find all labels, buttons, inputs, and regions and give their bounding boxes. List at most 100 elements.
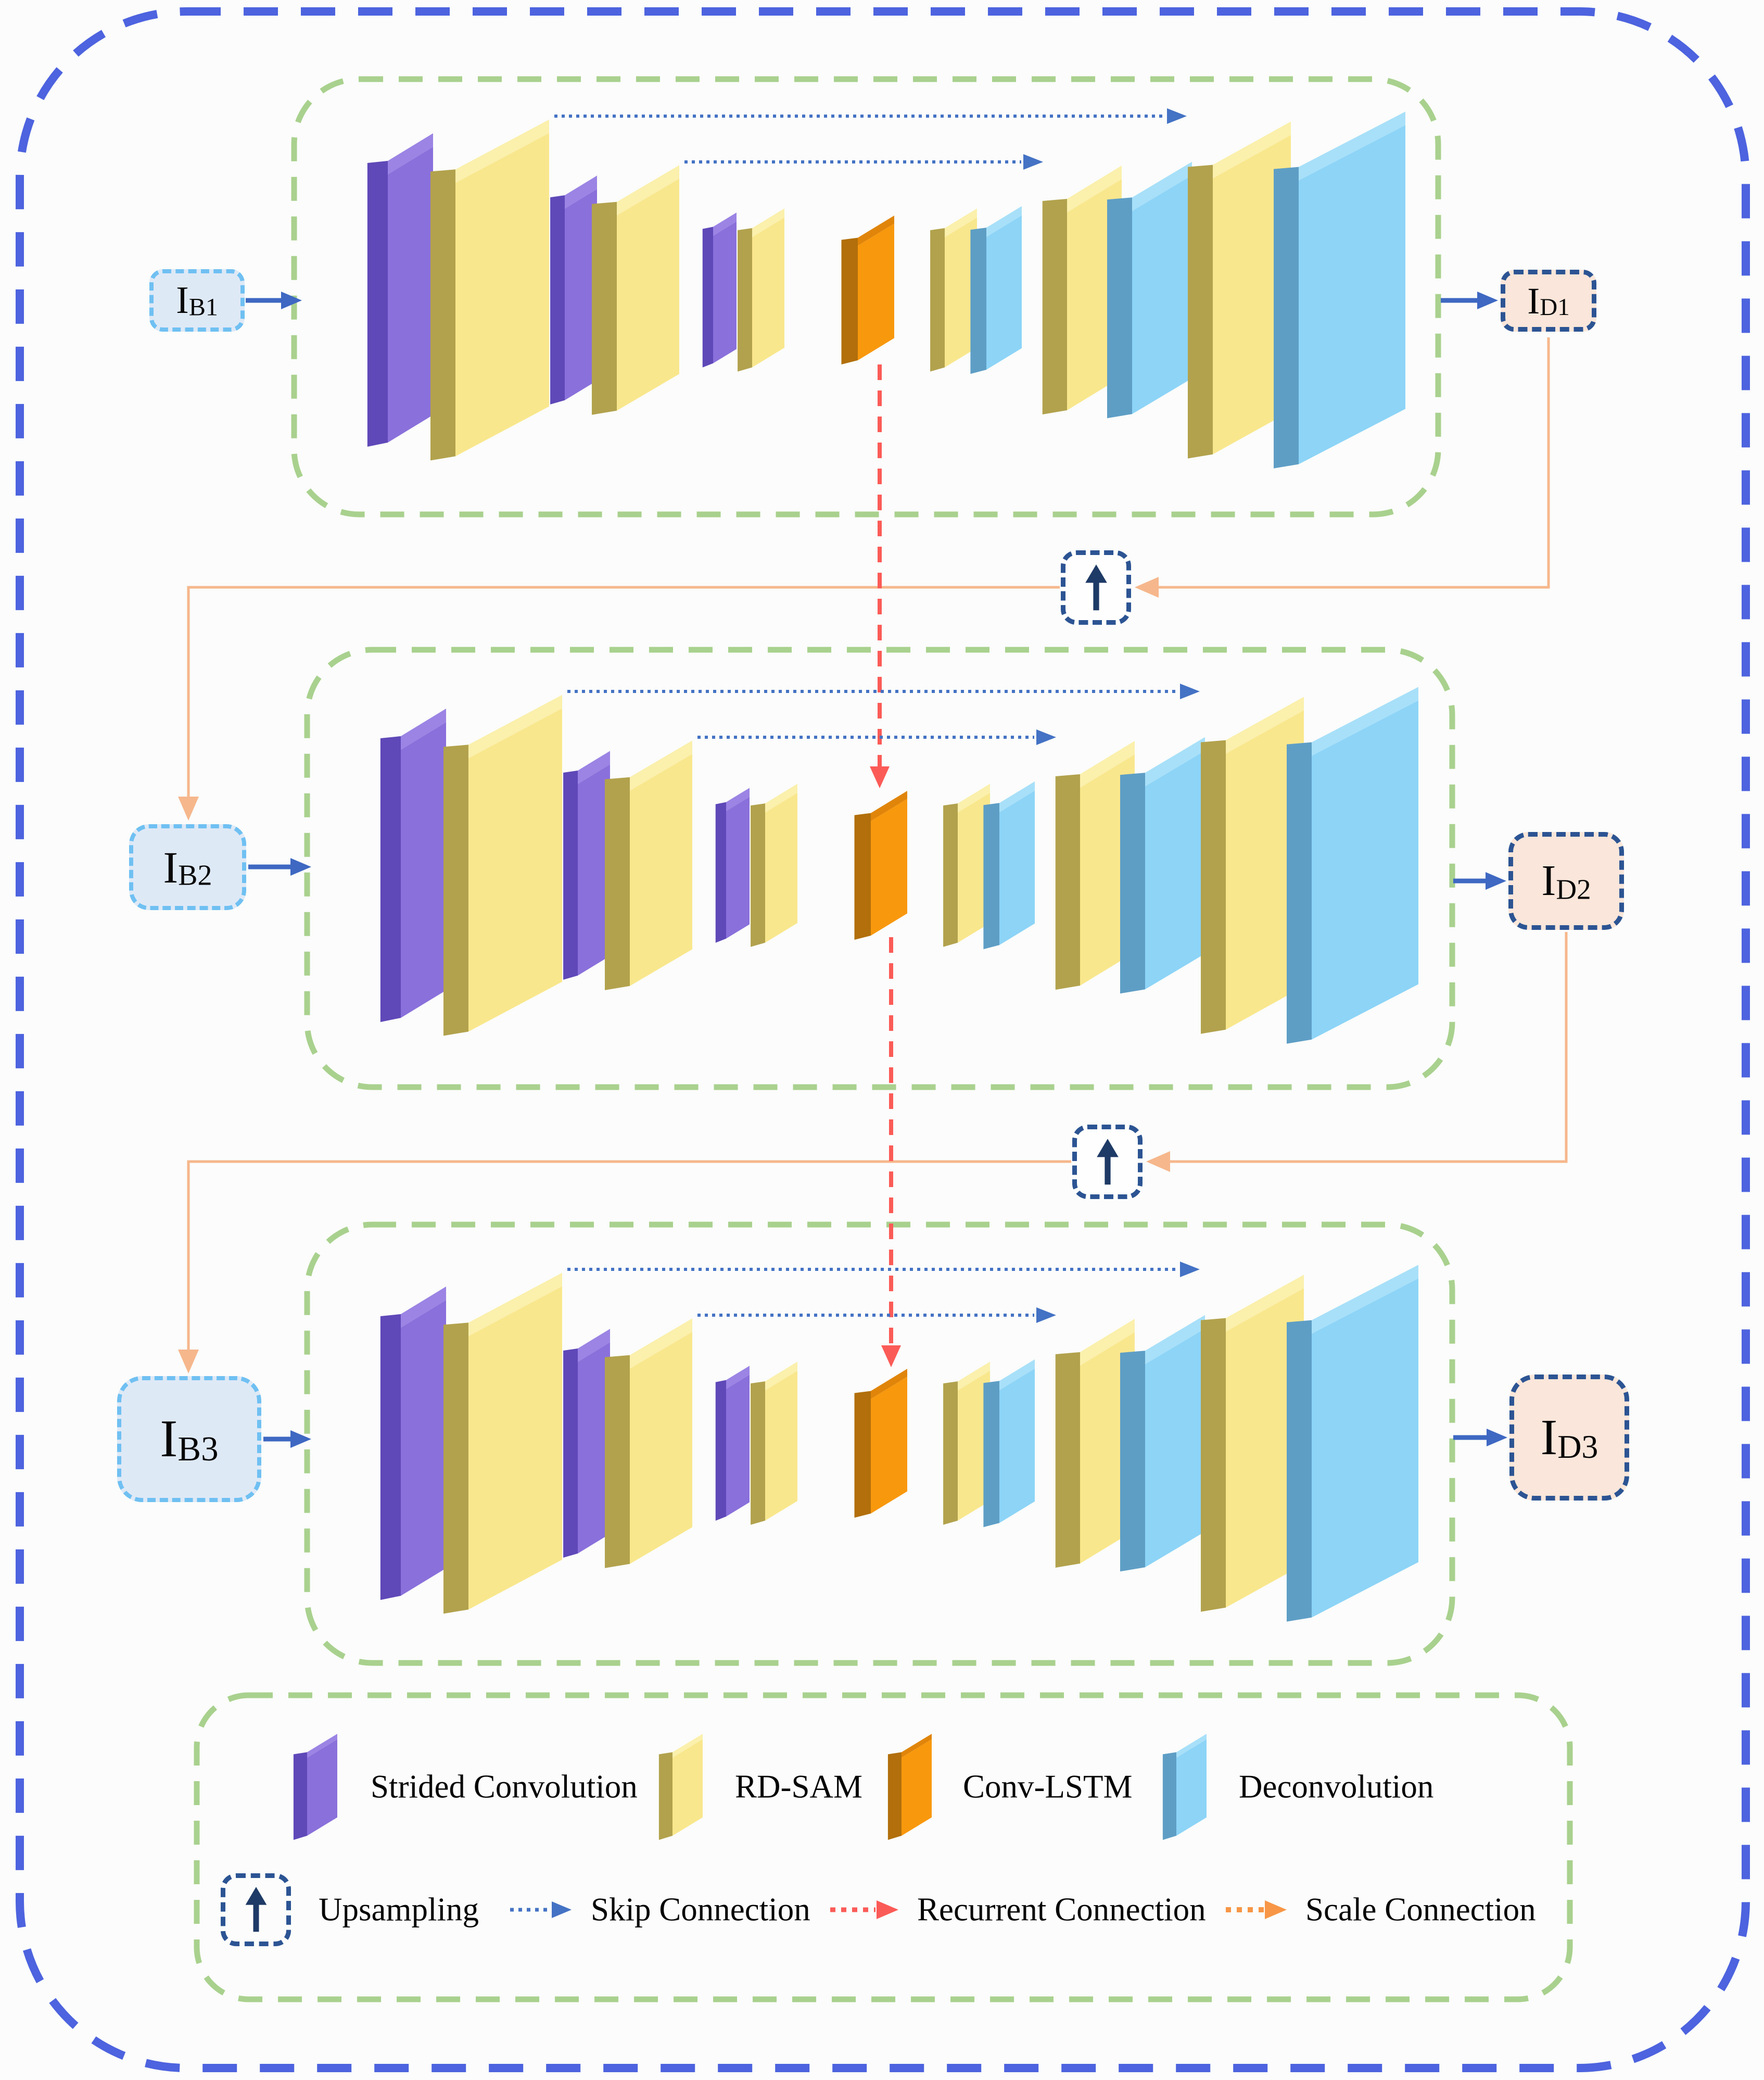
legend-label-rd-sam: RD-SAM — [735, 1768, 863, 1805]
scale-2-block-7-conv-lstm-top — [871, 790, 907, 822]
scale-2-skip-connection-arrowhead-2 — [1036, 729, 1056, 745]
scale-2-block-4-rd-sam-side — [605, 777, 630, 990]
scale-1-block-11-deconv-top — [1132, 161, 1192, 211]
legend-swatch-strided-conv-side — [293, 1752, 307, 1840]
scale-connection-arrowhead-1 — [1135, 577, 1159, 598]
scale-1-block-5-strided-conv-front — [713, 221, 737, 363]
scale-2-block-12-rd-sam-top — [1226, 697, 1304, 754]
scale-2-block-2-rd-sam-side — [443, 745, 468, 1036]
scale-connection-arrowhead-3 — [1146, 1151, 1170, 1172]
scale-3-block-9-deconv-top — [999, 1359, 1035, 1391]
scale-1-block-7-conv-lstm-side — [841, 237, 858, 365]
scale-3-skip-connection-arrowhead-1 — [1180, 1262, 1200, 1277]
scale-3-block-1-strided-conv-front — [401, 1300, 446, 1596]
upsampling-box-2 — [1072, 1125, 1143, 1199]
scale-1-block-7-conv-lstm-top — [858, 215, 894, 246]
scale-1-block-3-strided-conv-front — [565, 189, 597, 400]
scale-3-block-4-rd-sam-front — [630, 1332, 692, 1564]
scale-connection-arrowhead-4 — [178, 1350, 199, 1373]
scale-2-block-12-rd-sam-side — [1201, 740, 1226, 1034]
scale-3-block-11-deconv-top — [1145, 1315, 1205, 1365]
scale-1-block-6-rd-sam-front — [752, 217, 784, 368]
input-arrow-b3-head — [290, 1430, 311, 1448]
scale-3-block-7-conv-lstm-front — [871, 1377, 907, 1514]
scale-1-block-3-strided-conv-side — [550, 195, 565, 405]
legend-swatch-conv-lstm-top — [902, 1734, 932, 1758]
up-arrow-icon — [1096, 1138, 1119, 1184]
legend-swatch-deconv-front — [1176, 1739, 1207, 1836]
scale-3-block-5-strided-conv-side — [715, 1380, 726, 1521]
input-label-b2: I — [163, 842, 179, 892]
recurrent-connection-arrowhead-1 — [870, 766, 890, 788]
scale-1-block-10-rd-sam-top — [1067, 166, 1122, 212]
output-box-d1: I D1 — [1501, 270, 1596, 332]
legend-swatch-conv-lstm-side — [887, 1752, 902, 1840]
legend-label-scale: Scale Connection — [1305, 1891, 1536, 1928]
scale-1-block-6-rd-sam-side — [738, 228, 752, 372]
scale-3-block-11-deconv-front — [1145, 1328, 1205, 1568]
scale-1-block-8-rd-sam-side — [930, 228, 945, 372]
scale-1-block-9-deconv-top — [986, 206, 1022, 237]
scale-2-block-7-conv-lstm-front — [871, 799, 907, 936]
scale-3-block-5-strided-conv-front — [726, 1375, 750, 1517]
scale-2-block-6-rd-sam-top — [765, 784, 797, 813]
legend-label-upsampling: Upsampling — [319, 1891, 479, 1928]
scale-3-block-10-rd-sam-side — [1055, 1352, 1080, 1568]
scale-2-block-3-strided-conv-top — [578, 751, 610, 784]
scale-2-block-6-rd-sam-side — [751, 803, 765, 947]
stage-box-1 — [291, 76, 1441, 518]
up-arrow-icon — [245, 1887, 266, 1932]
scale-3-block-4-rd-sam-top — [630, 1318, 692, 1369]
scale-3-block-2-rd-sam-top — [468, 1272, 562, 1337]
scale-1-block-1-strided-conv-side — [367, 160, 388, 447]
scale-1-block-4-rd-sam-top — [617, 165, 679, 216]
scale-3-block-6-rd-sam-front — [765, 1370, 797, 1521]
scale-2-block-13-deconv-top — [1312, 687, 1418, 756]
scale-3-block-9-deconv-front — [999, 1368, 1035, 1523]
scale-2-block-4-rd-sam-front — [630, 754, 692, 986]
scale-2-block-8-rd-sam-front — [958, 792, 990, 943]
scale-1-block-1-strided-conv-front — [388, 147, 433, 443]
scale-1-skip-connection-arrowhead-2 — [1023, 154, 1043, 170]
input-label-b1: I — [176, 279, 189, 322]
legend-label-deconv: Deconvolution — [1239, 1768, 1434, 1805]
legend-box — [194, 1692, 1573, 2002]
scale-1-block-4-rd-sam-front — [617, 179, 679, 411]
legend-label-skip: Skip Connection — [591, 1891, 810, 1928]
output-arrow-d2-head — [1486, 872, 1506, 890]
scale-connection-4 — [187, 1160, 1071, 1352]
scale-1-block-11-deconv-front — [1132, 175, 1192, 414]
legend-swatch-conv-lstm-front — [902, 1739, 932, 1836]
scale-3-block-2-rd-sam-front — [468, 1286, 562, 1610]
scale-1-block-7-conv-lstm-front — [858, 223, 894, 361]
scale-2-block-5-strided-conv-side — [715, 802, 726, 943]
scale-2-block-11-deconv-side — [1120, 773, 1145, 994]
scale-3-block-3-strided-conv-top — [578, 1329, 610, 1362]
scale-3-block-8-rd-sam-front — [958, 1370, 990, 1521]
legend-swatch-rd-sam-front — [672, 1739, 703, 1836]
scale-2-block-9-deconv-front — [999, 790, 1035, 946]
scale-2-skip-connection-arrowhead-1 — [1180, 684, 1200, 699]
scale-2-block-9-deconv-top — [999, 781, 1035, 813]
output-arrow-d1-head — [1477, 292, 1498, 309]
scale-1-block-12-rd-sam-top — [1213, 121, 1291, 179]
scale-3-block-9-deconv-side — [983, 1381, 999, 1528]
output-label-d2: I — [1541, 856, 1556, 905]
outer-border — [16, 7, 1750, 2072]
scale-connection-2 — [187, 586, 1060, 799]
scale-3-block-1-strided-conv-top — [401, 1287, 446, 1328]
scale-2-block-8-rd-sam-top — [958, 784, 990, 813]
output-arrow-d3-head — [1487, 1429, 1507, 1446]
legend-upsampling-icon-box — [221, 1873, 291, 1946]
legend-swatch-deconv-top — [1176, 1734, 1207, 1758]
legend-swatch-deconv-side — [1162, 1752, 1176, 1840]
scale-2-block-10-rd-sam-top — [1080, 741, 1135, 788]
scale-1-block-5-strided-conv-side — [702, 226, 713, 368]
scale-connection-3 — [1168, 932, 1568, 1163]
scale-1-block-4-rd-sam-side — [592, 201, 617, 415]
output-label-d1: I — [1527, 280, 1540, 322]
scale-3-block-11-deconv-side — [1120, 1351, 1145, 1572]
scale-1-block-12-rd-sam-side — [1188, 165, 1213, 459]
scale-1-block-13-deconv-top — [1299, 111, 1405, 181]
scale-1-block-11-deconv-side — [1107, 197, 1132, 419]
